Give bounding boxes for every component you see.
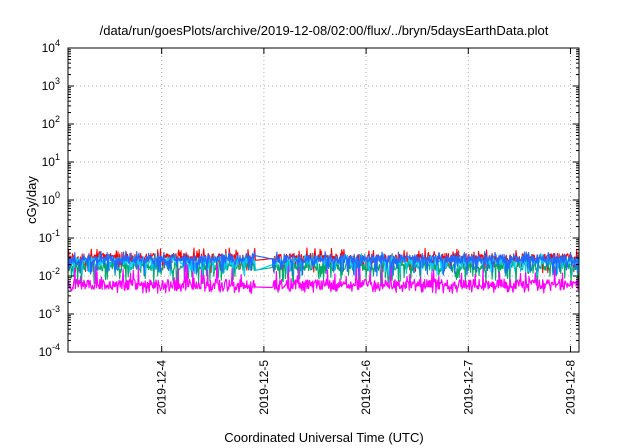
x-axis: 2019-12-4 2019-12-5 2019-12-6 2019-12-7 2019… (155, 48, 577, 415)
x-tick-label: 2019-12-5 (257, 360, 271, 415)
y-axis: 10-4 10-3 10-2 10-1 100 101 102 103 104 (39, 38, 579, 359)
y-tick-label: 10-3 (39, 304, 60, 321)
grid (68, 48, 579, 352)
x-tick-label: 2019-12-6 (359, 360, 373, 415)
y-tick-label: 10-1 (39, 228, 60, 245)
y-tick-label: 100 (42, 190, 60, 207)
y-tick-label: 102 (42, 114, 60, 131)
y-tick-label: 101 (42, 152, 60, 169)
series-line (67, 264, 580, 294)
x-axis-label: Coordinated Universal Time (UTC) (224, 430, 423, 445)
plot-area (67, 247, 580, 294)
y-axis-label: cGy/day (24, 176, 39, 224)
y-tick-label: 103 (42, 76, 60, 93)
y-tick-label: 10-2 (39, 266, 60, 283)
x-tick-label: 2019-12-7 (461, 360, 475, 415)
y-tick-label: 104 (42, 38, 60, 55)
x-tick-label: 2019-12-8 (563, 360, 577, 415)
series-line (67, 250, 580, 277)
x-tick-label: 2019-12-4 (155, 360, 169, 415)
chart-title: /data/run/goesPlots/archive/2019-12-08/0… (100, 23, 549, 38)
y-tick-label: 10-4 (39, 342, 60, 359)
